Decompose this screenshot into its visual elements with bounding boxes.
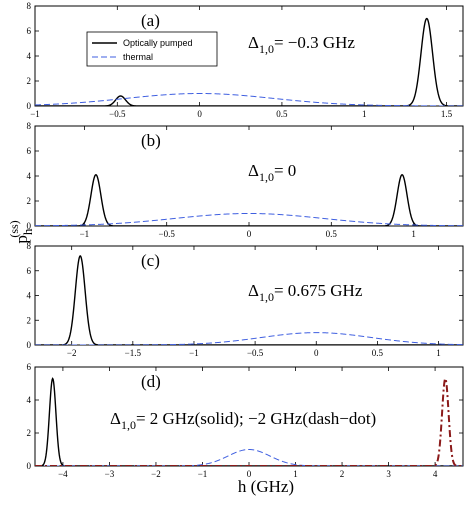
x-tick-label: 4	[433, 469, 438, 479]
x-tick-label: 0.5	[276, 109, 288, 119]
x-tick-label: 0	[314, 348, 319, 358]
x-tick-label: −3	[105, 469, 115, 479]
annotation-subscript: 1,0	[259, 170, 274, 184]
x-tick-label: −2	[67, 348, 77, 358]
y-tick-label: 6	[27, 146, 32, 156]
annotation-value: = 0.675 GHz	[274, 281, 363, 300]
x-tick-label: −1	[198, 469, 208, 479]
annotation-subscript: 1,0	[121, 418, 136, 432]
annotation-delta: Δ	[248, 33, 259, 52]
x-tick-label: −1	[80, 229, 90, 239]
annotation-value: = 0	[274, 161, 296, 180]
x-tick-label: 0.5	[326, 229, 338, 239]
chart-panel-1: −1 −0.5 0 0.5 1 1.5 0 2 4 6 8 (a) Δ1,0= −0.3 GHz Opti…	[27, 1, 464, 119]
x-axis-title: h (GHz)	[238, 477, 294, 496]
plot-frame	[34, 245, 464, 346]
svg-text:ph(ss): ph(ss)	[7, 220, 35, 243]
y-tick-label: 8	[27, 1, 32, 11]
panel-annotation: Δ1,0= −0.3 GHz	[248, 33, 355, 56]
x-tick-label: −0.5	[247, 348, 264, 358]
y-tick-label: 2	[27, 315, 32, 325]
x-tick-label: −4	[58, 469, 68, 479]
x-tick-label: 3	[386, 469, 391, 479]
legend-label: Optically pumped	[123, 38, 193, 48]
y-tick-label: 4	[27, 395, 32, 405]
x-tick-label: 0.5	[372, 348, 384, 358]
chart-panel-4: −4 −3 −2 −1 0 1 2 3 4 0 2 4 6 (d) Δ1,0= 2 GHz(solid); …	[27, 362, 464, 479]
x-tick-label: −1	[189, 348, 199, 358]
y-axis-title: ph(ss)	[7, 220, 35, 243]
x-tick-label: −0.5	[159, 229, 176, 239]
x-tick-label: −2	[151, 469, 161, 479]
y-tick-label: 8	[27, 121, 32, 131]
x-tick-label: 1	[436, 348, 441, 358]
legend: Optically pumped thermal	[86, 31, 218, 67]
y-tick-label: 4	[27, 51, 32, 61]
legend-box	[86, 31, 218, 67]
y-tick-label: 0	[27, 340, 32, 350]
annotation-delta: Δ	[248, 281, 259, 300]
x-tick-label: 1	[411, 229, 416, 239]
y-tick-label: 2	[27, 196, 32, 206]
y-tick-label: 0	[27, 101, 32, 111]
annotation-subscript: 1,0	[259, 290, 274, 304]
chart-panel-2: −1 −0.5 0 0.5 1 0 2 4 6 8 (b) Δ1,0= 0	[27, 121, 464, 239]
y-tick-label: 4	[27, 171, 32, 181]
plot-frame	[34, 125, 464, 227]
panel-label: (c)	[141, 251, 160, 270]
x-tick-label: 2	[340, 469, 345, 479]
x-tick-label: 0	[247, 469, 252, 479]
annotation-delta: Δ	[248, 161, 259, 180]
panel-annotation: Δ1,0= 0.675 GHz	[248, 281, 363, 304]
y-tick-label: 2	[27, 428, 32, 438]
y-tick-label: 8	[27, 241, 32, 251]
panel-label: (b)	[141, 131, 161, 150]
panel-label: (d)	[141, 372, 161, 391]
legend-label: thermal	[123, 52, 153, 62]
series-line-1	[35, 17, 463, 106]
series-line-2	[35, 449, 463, 466]
annotation-delta: Δ	[110, 409, 121, 428]
x-tick-label: 1.5	[441, 109, 453, 119]
y-tick-label: 0	[27, 461, 32, 471]
y-axis-title-main: p	[12, 235, 31, 244]
y-axis-title-sup: (ss)	[7, 220, 21, 237]
annotation-value: = −0.3 GHz	[274, 33, 355, 52]
series-line-1	[35, 173, 463, 226]
x-tick-label: 0	[247, 229, 252, 239]
x-tick-label: −0.5	[109, 109, 126, 119]
y-tick-label: 0	[27, 221, 32, 231]
y-tick-label: 6	[27, 362, 32, 372]
y-tick-label: 6	[27, 266, 32, 276]
x-tick-label: −1	[30, 109, 40, 119]
annotation-value: = 2 GHz(solid); −2 GHz(dash−dot)	[136, 409, 376, 428]
y-tick-label: 4	[27, 291, 32, 301]
y-tick-label: 2	[27, 76, 32, 86]
x-tick-label: −1.5	[125, 348, 142, 358]
chart-panel-3: −2 −1.5 −1 −0.5 0 0.5 1 0 2 4 6 8 (c) Δ1,0= 0.675 GHz	[27, 241, 464, 358]
x-tick-label: 0	[197, 109, 202, 119]
x-tick-label: 1	[362, 109, 367, 119]
annotation-subscript: 1,0	[259, 42, 274, 56]
panel-label: (a)	[141, 11, 160, 30]
panel-annotation: Δ1,0= 0	[248, 161, 296, 184]
y-tick-label: 6	[27, 26, 32, 36]
panel-annotation: Δ1,0= 2 GHz(solid); −2 GHz(dash−dot)	[110, 409, 376, 432]
y-axis-title-sub: h	[20, 228, 35, 235]
x-tick-label: 1	[293, 469, 298, 479]
